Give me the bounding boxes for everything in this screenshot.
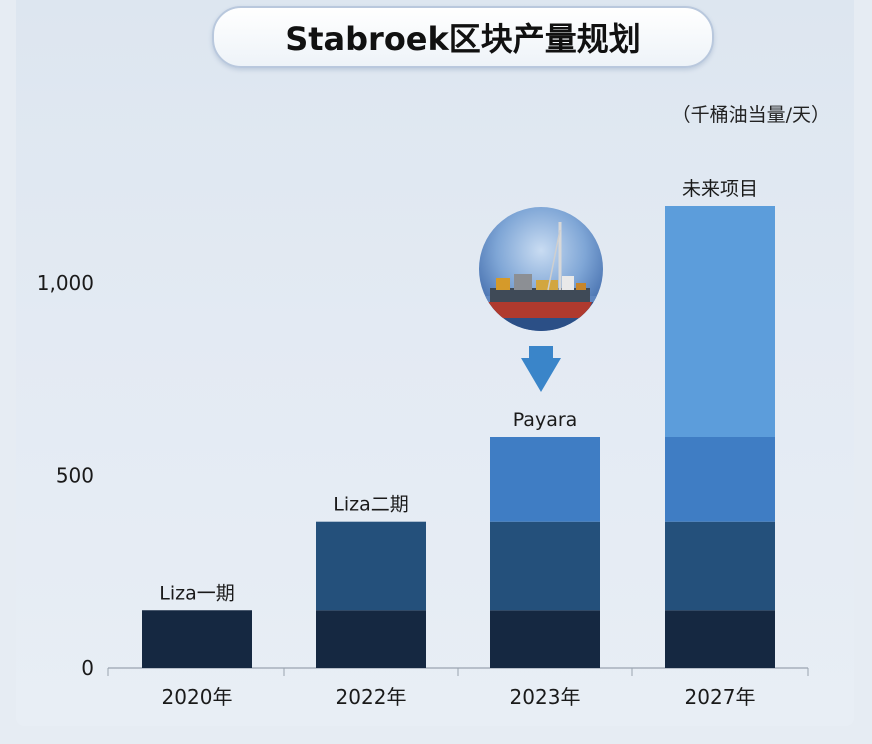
bar-label: Liza二期 xyxy=(333,494,408,516)
chart-title: Stabroek区块产量规划 xyxy=(285,20,641,58)
bar-segment-4-2027年 xyxy=(665,206,775,437)
bar-segment-2-2023年 xyxy=(490,521,600,611)
title-banner: Stabroek区块产量规划 xyxy=(212,6,714,68)
unit-label: （千桶油当量/天） xyxy=(671,104,830,126)
y-tick-label: 500 xyxy=(56,464,94,488)
bar-segment-1-2023年 xyxy=(490,610,600,668)
bar-segment-2-2027年 xyxy=(665,521,775,611)
bar-segment-3-2027年 xyxy=(665,437,775,522)
bar-segment-1-2022年 xyxy=(316,610,426,668)
x-tick-label: 2022年 xyxy=(336,685,407,709)
bar-label: 未来项目 xyxy=(682,178,758,200)
bar-segment-3-2023年 xyxy=(490,437,600,522)
y-tick-label: 1,000 xyxy=(37,271,94,295)
bar-segment-1-2027年 xyxy=(665,610,775,668)
x-tick-label: 2027年 xyxy=(685,685,756,709)
x-tick-label: 2023年 xyxy=(510,685,581,709)
bar-label: Liza一期 xyxy=(159,582,234,604)
y-tick-label: 0 xyxy=(81,656,94,680)
down-arrow-icon xyxy=(521,346,561,392)
bar-label: Payara xyxy=(513,409,578,431)
bar-segment-2-2022年 xyxy=(316,521,426,611)
fpso-vessel-icon xyxy=(479,207,603,331)
x-tick-label: 2020年 xyxy=(162,685,233,709)
bar-segment-1-2020年 xyxy=(142,610,252,668)
